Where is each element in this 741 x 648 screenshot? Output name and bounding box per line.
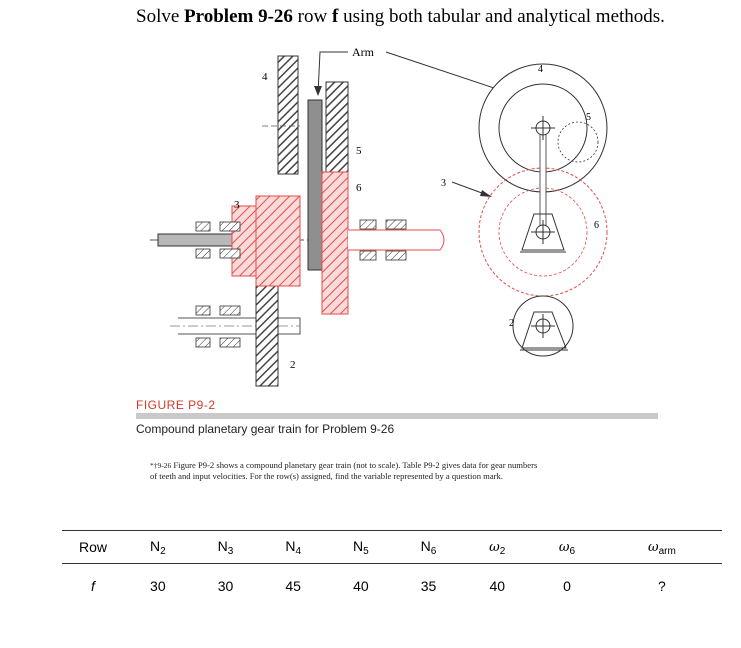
header-n6: N6 (394, 530, 463, 564)
header-n4: N4 (259, 530, 328, 564)
cell-n4: 45 (285, 578, 301, 594)
cell-n6: 35 (420, 578, 437, 594)
problem-text: Figure P9-2 shows a compound planetary g… (150, 460, 538, 481)
label-front-gear-2: 2 (509, 318, 514, 329)
problem-title: Solve Problem 9-26 row f using both tabu… (136, 6, 665, 27)
bearings (195, 219, 407, 348)
arm-body (307, 99, 323, 271)
header-omega2: ω2 (462, 530, 533, 564)
figure-label: FIGURE P9-2 (136, 398, 216, 412)
table-row: f 30 30 45 40 35 40 0 ? (62, 564, 722, 609)
table-header-row: Row N2 N3 N4 N5 N6 ω2 ω6 ωarm (62, 530, 722, 564)
figure-caption: Compound planetary gear train for Proble… (136, 422, 395, 436)
gear-3-body (255, 195, 301, 287)
header-n5: N5 (327, 530, 395, 564)
label-front-gear-6: 6 (594, 220, 599, 231)
header-n2: N2 (124, 530, 192, 564)
gear-2-body (255, 285, 279, 387)
cell-n2: 30 (150, 578, 166, 594)
cell-n5: 40 (353, 578, 369, 594)
label-gear-6: 6 (356, 182, 362, 194)
label-front-gear-3: 3 (441, 178, 446, 189)
front-view: 4 5 6 2 3 (441, 63, 608, 357)
header-n3: N3 (191, 530, 260, 564)
cell-n3: 30 (217, 578, 234, 594)
label-arm: Arm (352, 45, 375, 59)
label-gear-2: 2 (290, 359, 296, 371)
figure-divider (136, 413, 658, 419)
label-gear-3: 3 (234, 199, 240, 211)
cell-omega2: 40 (489, 578, 506, 594)
problem-number: *†9-26 (150, 461, 172, 470)
gear-5-body (325, 81, 349, 173)
cell-omega-arm: ? (658, 578, 666, 594)
gear-4-body (277, 55, 299, 175)
label-front-gear-5: 5 (586, 112, 591, 123)
label-gear-4: 4 (262, 71, 268, 83)
gear-train-figure: 4 3 5 6 2 Arm (150, 45, 608, 387)
cell-omega6: 0 (563, 578, 571, 594)
label-front-gear-4: 4 (538, 64, 543, 75)
header-omega-arm: ωarm (601, 530, 722, 564)
side-view: 4 3 5 6 2 Arm (150, 45, 532, 387)
cell-row: f (91, 578, 95, 594)
header-omega6: ω6 (532, 530, 602, 564)
problem-statement: *†9-26 Figure P9-2 shows a compound plan… (150, 460, 540, 481)
label-gear-5: 5 (356, 145, 362, 157)
data-table: Row N2 N3 N4 N5 N6 ω2 ω6 ωarm f 30 30 45… (62, 530, 722, 608)
header-row: Row (62, 530, 124, 564)
gear-6-body (321, 171, 349, 315)
